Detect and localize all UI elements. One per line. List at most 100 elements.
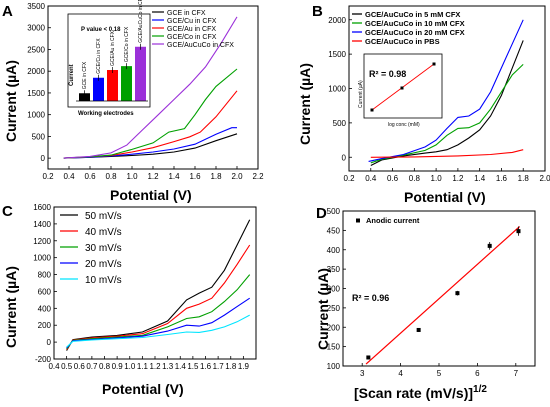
series-line bbox=[66, 314, 250, 348]
y-tick-label: 500 bbox=[32, 132, 46, 141]
y-tick-label: 250 bbox=[327, 304, 341, 313]
y-tick-label: 400 bbox=[38, 304, 52, 313]
inset-bar-label: GCE/Co in CFX bbox=[124, 26, 130, 62]
x-tick-label: 6 bbox=[475, 369, 480, 378]
panel-a-label: A bbox=[2, 3, 13, 20]
panel-c-xlabel: Potential (V) bbox=[102, 381, 184, 397]
y-tick-label: 400 bbox=[327, 246, 341, 255]
inset-bar-label: GCE/Cu in CFX bbox=[96, 38, 102, 74]
legend-label: GCE/Cu in CFX bbox=[167, 18, 217, 25]
x-tick-label: 0.2 bbox=[42, 172, 54, 181]
x-tick-label: 0.4 bbox=[365, 174, 377, 183]
y-tick-label: 3500 bbox=[27, 2, 45, 11]
x-tick-label: 0.2 bbox=[343, 174, 355, 183]
y-tick-label: 2000 bbox=[328, 16, 346, 25]
x-tick-label: 1.0 bbox=[126, 172, 138, 181]
x-tick-label: 0.6 bbox=[387, 174, 399, 183]
x-tick-label: 1.4 bbox=[175, 362, 187, 371]
x-tick-label: 1.2 bbox=[147, 172, 159, 181]
y-tick-label: 1000 bbox=[33, 254, 51, 263]
x-tick-label: 5 bbox=[437, 369, 442, 378]
y-tick-label: 3000 bbox=[27, 24, 45, 33]
series-line bbox=[66, 219, 251, 351]
panel-d: D 100 150 200 250 300 350 400 450 500 3 4 5 6 7 Curr… bbox=[315, 205, 536, 401]
legend-label: GCE/AuCuCo in CFX bbox=[167, 42, 234, 49]
y-tick-label: 800 bbox=[38, 271, 52, 280]
panel-d-legend: Anodic current bbox=[356, 216, 420, 225]
y-tick-label: 200 bbox=[327, 323, 341, 332]
inset-bar-label: GCE/Au in CFX bbox=[110, 30, 116, 66]
x-tick-label: 1.6 bbox=[189, 172, 201, 181]
x-tick-label: 0.8 bbox=[99, 362, 111, 371]
panel-c-legend: 50 mV/s 40 mV/s 30 mV/s 20 mV/s 10 mV/s bbox=[60, 211, 122, 286]
y-tick-label: 0 bbox=[41, 154, 46, 163]
x-tick-label: 0.4 bbox=[48, 362, 60, 371]
y-tick-label: 0 bbox=[47, 338, 52, 347]
y-tick-label: 150 bbox=[327, 343, 341, 352]
panel-b-xlabel: Potential (V) bbox=[404, 189, 486, 205]
legend-label: 50 mV/s bbox=[85, 211, 122, 222]
x-tick-label: 0.8 bbox=[409, 174, 421, 183]
series-line bbox=[63, 68, 238, 159]
inset-bar bbox=[135, 46, 146, 101]
legend-label: GCE/Au in CFX bbox=[167, 26, 216, 33]
x-tick-label: 1.8 bbox=[518, 174, 530, 183]
y-tick-label: 450 bbox=[327, 226, 341, 235]
x-tick-label: 2.2 bbox=[252, 172, 264, 181]
inset-b-xlabel: log conc (mM) bbox=[388, 122, 420, 128]
inset-bar bbox=[79, 93, 90, 101]
legend-label: 30 mV/s bbox=[85, 243, 122, 254]
series-line bbox=[368, 19, 524, 162]
x-tick-label: 1.2 bbox=[452, 174, 464, 183]
x-tick-label: 0.9 bbox=[112, 362, 124, 371]
x-tick-label: 1.4 bbox=[474, 174, 486, 183]
legend-label: GCE/AuCuCo in 20 mM CFX bbox=[365, 28, 465, 37]
y-tick-label: -200 bbox=[35, 355, 52, 364]
legend-label: GCE in CFX bbox=[167, 10, 206, 17]
panel-c-label: C bbox=[2, 203, 13, 220]
y-tick-label: 1500 bbox=[328, 50, 346, 59]
x-tick-label: 1.8 bbox=[225, 362, 237, 371]
panel-d-label: D bbox=[316, 205, 327, 222]
x-tick-label: 7 bbox=[514, 369, 519, 378]
panel-d-xlabel-sup: 1/2 bbox=[473, 384, 487, 395]
panel-d-xlabel-main: [Scan rate (mV/s)] bbox=[354, 385, 473, 401]
inset-bar-label: GCE/AuCuCo in CFX bbox=[138, 0, 144, 43]
legend-label: GCE/AuCuCo in PBS bbox=[365, 37, 440, 46]
x-tick-label: 0.6 bbox=[84, 172, 96, 181]
fit-line bbox=[365, 226, 521, 365]
x-tick-label: 1.1 bbox=[137, 362, 149, 371]
legend-label: GCE/AuCuCo in 10 mM CFX bbox=[365, 19, 465, 28]
x-tick-label: 4 bbox=[398, 369, 403, 378]
panel-a-xlabel: Potential (V) bbox=[110, 187, 192, 203]
y-tick-label: 1000 bbox=[27, 111, 45, 120]
x-tick-label: 1.0 bbox=[431, 174, 443, 183]
y-tick-label: 600 bbox=[38, 287, 52, 296]
inset-bar-label: GCE in CFX bbox=[82, 61, 88, 89]
inset-bar bbox=[107, 70, 118, 101]
x-tick-label: 1.6 bbox=[200, 362, 212, 371]
y-tick-label: 200 bbox=[38, 321, 52, 330]
y-tick-label: 2000 bbox=[27, 67, 45, 76]
x-tick-label: 1.5 bbox=[187, 362, 199, 371]
inset-b-ylabel: Current (µA) bbox=[358, 80, 364, 108]
y-tick-label: 500 bbox=[327, 207, 341, 216]
series-line bbox=[66, 297, 251, 349]
x-tick-label: 2.0 bbox=[539, 174, 550, 183]
panel-b-inset: R² = 0.98 log conc (mM) Current (µA) bbox=[358, 53, 443, 128]
inset-a-xlabel: Working electrodes bbox=[78, 111, 134, 117]
x-tick-label: 0.4 bbox=[63, 172, 75, 181]
y-tick-label: 1600 bbox=[33, 203, 51, 212]
data-point bbox=[366, 355, 371, 360]
data-point bbox=[455, 291, 460, 296]
series-line bbox=[370, 149, 524, 158]
inset-b-frame bbox=[363, 53, 443, 119]
series-line bbox=[370, 40, 524, 166]
panel-a-ylabel: Current (µA) bbox=[3, 60, 19, 142]
panel-b-label: B bbox=[312, 3, 323, 20]
series-line bbox=[66, 274, 251, 350]
panel-d-frame bbox=[342, 210, 536, 367]
